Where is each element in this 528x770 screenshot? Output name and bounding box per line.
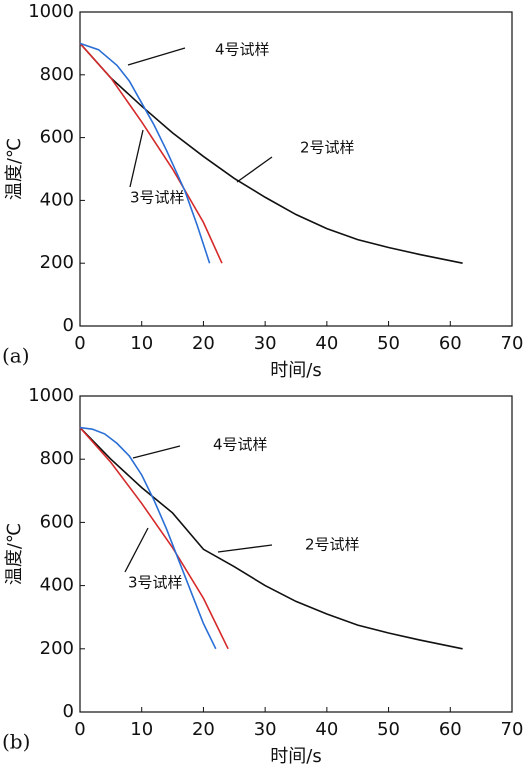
leader-line (217, 544, 273, 553)
x-tick-label: 0 (74, 333, 85, 354)
series-label: 3号试样 (128, 574, 183, 592)
series-label: 2号试样 (300, 139, 355, 157)
panel-label: (b) (2, 730, 30, 754)
x-axis-title: 时间/s (270, 746, 321, 767)
leader-line (132, 445, 181, 459)
y-tick-label: 1000 (28, 1, 74, 22)
y-tick-label: 600 (40, 127, 74, 148)
series-label: 3号试样 (130, 189, 185, 207)
series-line (79, 42, 463, 264)
x-tick-label: 50 (377, 719, 400, 740)
x-tick-label: 30 (254, 719, 277, 740)
y-tick-label: 1000 (28, 385, 74, 406)
series-line (79, 427, 229, 650)
x-tick-label: 0 (74, 719, 85, 740)
y-axis-title: 温度/℃ (4, 523, 25, 585)
x-tick-label: 20 (192, 719, 215, 740)
y-tick-label: 200 (40, 638, 74, 659)
plot-frame (79, 395, 513, 713)
y-tick-label: 0 (63, 701, 74, 722)
x-tick-label: 70 (501, 333, 524, 354)
y-tick-label: 400 (40, 189, 74, 210)
y-axis-title: 温度/℃ (4, 138, 25, 200)
series-line (79, 426, 217, 650)
x-axis-title: 时间/s (270, 360, 321, 381)
y-tick-label: 400 (40, 575, 74, 596)
x-tick-label: 60 (439, 719, 462, 740)
x-tick-label: 50 (377, 333, 400, 354)
series-line (79, 42, 211, 264)
x-tick-label: 40 (315, 333, 338, 354)
plot-frame (79, 11, 513, 327)
y-tick-label: 800 (40, 448, 74, 469)
x-tick-label: 20 (192, 333, 215, 354)
series-label: 4号试样 (215, 41, 270, 59)
x-tick-label: 10 (130, 333, 153, 354)
leader-line (236, 156, 273, 183)
y-tick-label: 600 (40, 511, 74, 532)
series-label: 4号试样 (213, 436, 268, 454)
series-line (79, 427, 463, 650)
y-tick-label: 0 (63, 315, 74, 336)
x-tick-label: 60 (439, 333, 462, 354)
leader-line (129, 129, 144, 188)
leader-line (127, 47, 186, 66)
x-tick-label: 10 (130, 719, 153, 740)
x-tick-label: 70 (501, 719, 524, 740)
y-tick-label: 200 (40, 252, 74, 273)
y-tick-label: 800 (40, 64, 74, 85)
x-tick-label: 40 (315, 719, 338, 740)
leader-line (124, 527, 149, 573)
panel-label: (a) (2, 344, 30, 368)
x-tick-label: 30 (254, 333, 277, 354)
series-label: 2号试样 (305, 536, 360, 554)
series-line (79, 42, 223, 264)
